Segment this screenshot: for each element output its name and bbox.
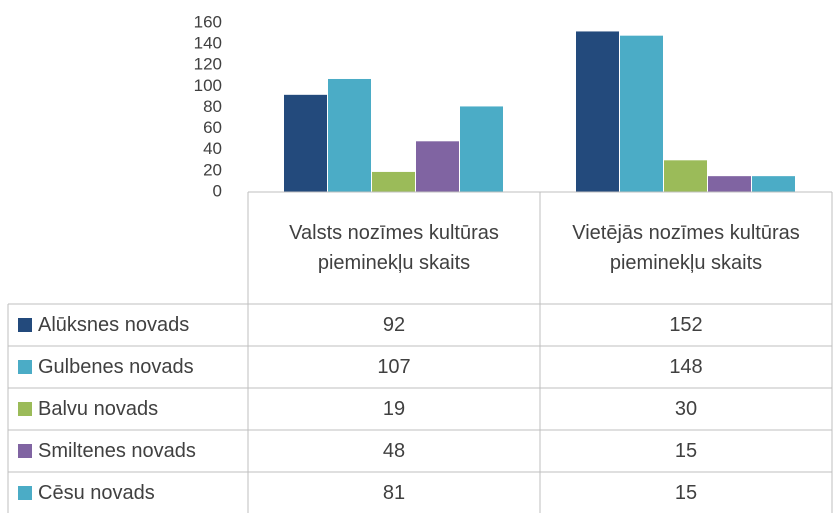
legend-key bbox=[18, 360, 32, 374]
bar bbox=[708, 176, 751, 192]
table-value: 81 bbox=[382, 482, 406, 504]
y-tick-label: 40 bbox=[203, 139, 222, 158]
bar bbox=[372, 171, 415, 192]
y-tick-label: 100 bbox=[194, 76, 222, 95]
category-header: Vietējās nozīmes kultūras pieminekļu ska… bbox=[572, 222, 800, 274]
y-tick-label: 60 bbox=[203, 118, 222, 137]
bar bbox=[284, 94, 327, 192]
legend-entry: Alūksnes novads bbox=[8, 304, 248, 346]
table-value: 15 bbox=[674, 482, 698, 504]
bar bbox=[460, 106, 503, 192]
legend-entry: Smiltenes novads bbox=[8, 430, 248, 472]
bar bbox=[416, 141, 459, 192]
table-value: 30 bbox=[674, 398, 698, 420]
y-tick-label: 20 bbox=[203, 160, 222, 179]
legend-key bbox=[18, 486, 32, 500]
legend-key bbox=[18, 402, 32, 416]
table-value: 19 bbox=[382, 398, 406, 420]
legend-entry: Cēsu novads bbox=[8, 472, 248, 513]
y-tick-label: 140 bbox=[194, 34, 222, 53]
legend-label: Alūksnes novads bbox=[38, 314, 190, 336]
table-value: 15 bbox=[674, 440, 698, 462]
y-tick-label: 0 bbox=[213, 181, 222, 200]
legend-key bbox=[18, 318, 32, 332]
legend-label: Cēsu novads bbox=[38, 482, 155, 504]
legend-key bbox=[18, 444, 32, 458]
category-header: Valsts nozīmes kultūras pieminekļu skait… bbox=[289, 222, 499, 274]
legend-label: Gulbenes novads bbox=[38, 356, 194, 378]
y-tick-label: 80 bbox=[203, 97, 222, 116]
bar bbox=[752, 176, 795, 192]
y-tick-label: 120 bbox=[194, 55, 222, 74]
legend-entry: Balvu novads bbox=[8, 388, 248, 430]
table-value: 148 bbox=[669, 356, 703, 378]
bar bbox=[664, 160, 707, 192]
bar bbox=[576, 31, 619, 193]
table-value: 152 bbox=[669, 314, 703, 336]
legend-label: Balvu novads bbox=[38, 398, 159, 420]
table-value: 92 bbox=[382, 314, 406, 336]
y-tick-label: 160 bbox=[194, 12, 222, 31]
bar bbox=[328, 78, 371, 192]
table-value: 48 bbox=[382, 440, 406, 462]
legend-entry: Gulbenes novads bbox=[8, 346, 248, 388]
bar bbox=[620, 35, 663, 192]
legend-label: Smiltenes novads bbox=[38, 440, 196, 462]
table-value: 107 bbox=[377, 356, 411, 378]
